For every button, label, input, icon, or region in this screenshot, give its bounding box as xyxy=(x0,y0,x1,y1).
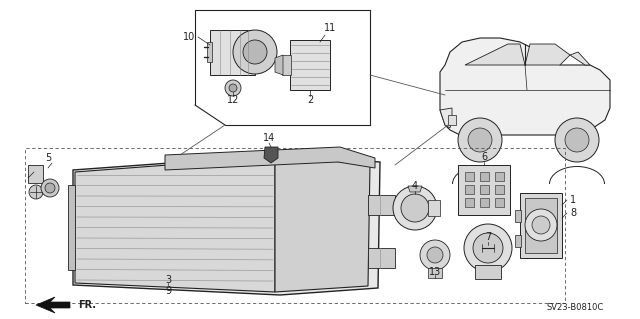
Polygon shape xyxy=(368,248,395,268)
Circle shape xyxy=(420,240,450,270)
Circle shape xyxy=(473,233,503,263)
Bar xyxy=(525,198,557,253)
Circle shape xyxy=(45,183,55,193)
Polygon shape xyxy=(570,52,590,65)
Polygon shape xyxy=(275,157,370,292)
Text: 5: 5 xyxy=(45,153,51,163)
Circle shape xyxy=(525,209,557,241)
Circle shape xyxy=(565,128,589,152)
Circle shape xyxy=(468,128,492,152)
Text: 6: 6 xyxy=(481,152,487,162)
Bar xyxy=(495,172,504,181)
Circle shape xyxy=(393,186,437,230)
Circle shape xyxy=(532,216,550,234)
Circle shape xyxy=(464,224,512,272)
Circle shape xyxy=(458,118,502,162)
Circle shape xyxy=(243,40,267,64)
Polygon shape xyxy=(465,44,525,65)
Bar xyxy=(25,148,565,303)
Polygon shape xyxy=(165,147,375,170)
Polygon shape xyxy=(282,55,291,75)
Bar xyxy=(465,198,474,207)
Text: 7: 7 xyxy=(485,232,491,242)
Bar xyxy=(515,210,521,222)
Text: 11: 11 xyxy=(324,23,336,33)
Text: 8: 8 xyxy=(570,208,576,218)
Text: 12: 12 xyxy=(227,95,239,105)
Circle shape xyxy=(555,118,599,162)
Text: FR.: FR. xyxy=(78,300,96,310)
Bar xyxy=(480,185,489,194)
Polygon shape xyxy=(275,55,283,75)
Bar xyxy=(520,193,562,258)
Polygon shape xyxy=(458,165,510,215)
Text: 13: 13 xyxy=(429,267,441,277)
Polygon shape xyxy=(264,147,278,163)
Polygon shape xyxy=(207,42,212,62)
Text: 3: 3 xyxy=(165,275,171,285)
Bar xyxy=(495,198,504,207)
Text: 9: 9 xyxy=(165,286,171,296)
Bar xyxy=(515,235,521,247)
Bar xyxy=(428,268,442,278)
Text: 4: 4 xyxy=(412,181,418,191)
Circle shape xyxy=(233,30,277,74)
Text: 2: 2 xyxy=(307,95,313,105)
Text: 1: 1 xyxy=(570,195,576,205)
Bar xyxy=(448,115,456,125)
Circle shape xyxy=(41,179,59,197)
Circle shape xyxy=(427,247,443,263)
Polygon shape xyxy=(68,185,75,270)
Bar xyxy=(480,172,489,181)
Circle shape xyxy=(401,194,429,222)
Bar xyxy=(475,265,501,279)
Bar xyxy=(495,185,504,194)
Circle shape xyxy=(229,84,237,92)
Polygon shape xyxy=(408,186,422,192)
Text: SV23-B0810C: SV23-B0810C xyxy=(547,303,604,313)
Text: 14: 14 xyxy=(263,133,275,143)
Polygon shape xyxy=(368,195,395,215)
Bar xyxy=(465,185,474,194)
Polygon shape xyxy=(290,40,330,90)
Polygon shape xyxy=(75,157,275,292)
Text: 10: 10 xyxy=(183,32,195,42)
Circle shape xyxy=(225,80,241,96)
Bar xyxy=(28,165,43,183)
Polygon shape xyxy=(440,38,610,135)
Polygon shape xyxy=(440,108,452,128)
Polygon shape xyxy=(210,30,255,75)
Circle shape xyxy=(29,185,43,199)
Polygon shape xyxy=(36,297,70,313)
Bar xyxy=(480,198,489,207)
Polygon shape xyxy=(73,155,380,295)
Polygon shape xyxy=(525,44,570,65)
Bar xyxy=(428,200,440,216)
Bar xyxy=(465,172,474,181)
